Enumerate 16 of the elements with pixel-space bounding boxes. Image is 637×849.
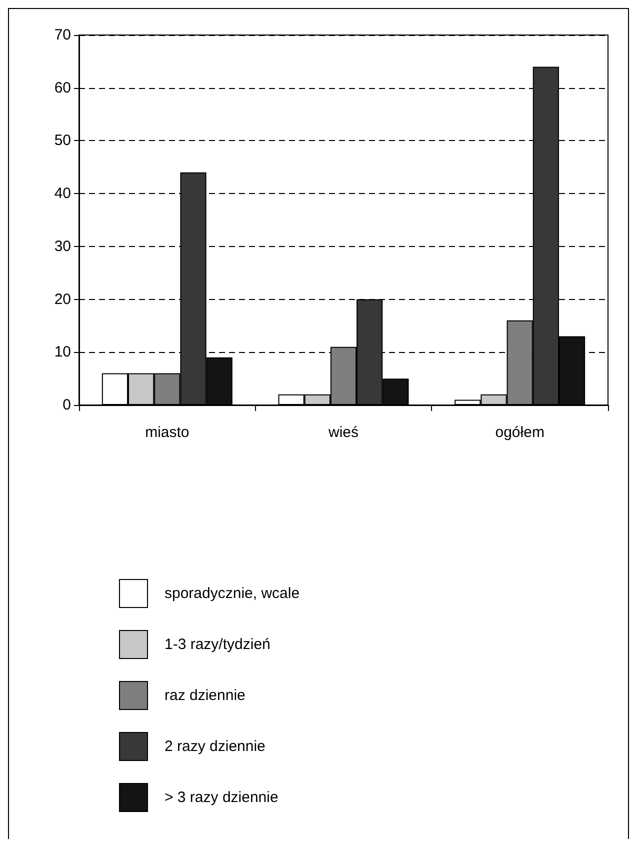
y-tick-label: 50	[54, 132, 71, 150]
legend-label: > 3 razy dziennie	[164, 789, 278, 806]
y-tick-label: 0	[62, 396, 71, 414]
legend-label: sporadycznie, wcale	[164, 585, 300, 602]
legend-label: raz dziennie	[164, 687, 246, 704]
x-tick-label: wieś	[327, 424, 359, 441]
y-tick-label: 10	[54, 344, 71, 361]
legend-label: 1-3 razy/tydzień	[164, 636, 270, 653]
legend-label: 2 razy dziennie	[164, 738, 266, 755]
y-tick-label: 20	[54, 290, 71, 308]
y-tick-label: 40	[54, 185, 71, 202]
x-tick-label: miasto	[145, 424, 190, 441]
y-tick-label: 60	[54, 79, 71, 96]
y-tick-label: 70	[54, 26, 71, 44]
x-tick-label: ogółem	[495, 424, 544, 441]
y-tick-label: 30	[54, 238, 71, 255]
